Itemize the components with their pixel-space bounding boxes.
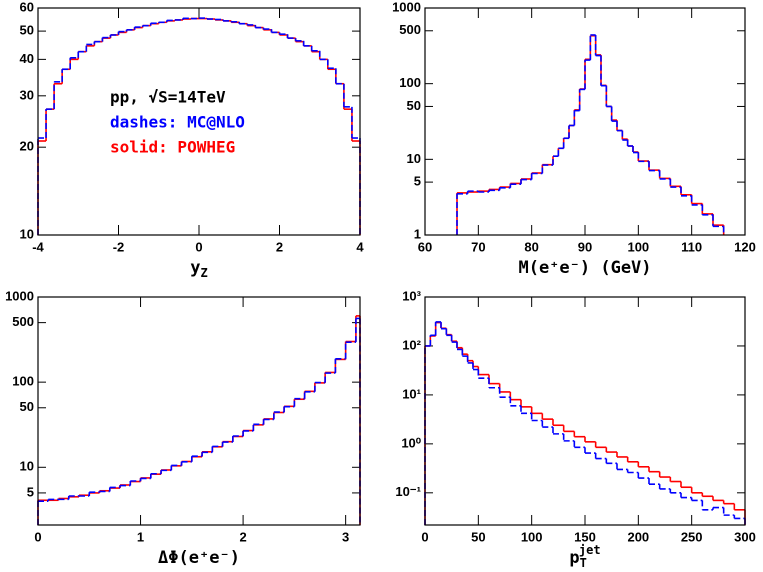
x-tick-label: 2 xyxy=(239,529,246,544)
annotation: pp, √S=14TeV xyxy=(110,88,226,107)
y-tick-label: 500 xyxy=(12,314,34,329)
plot-frame xyxy=(424,7,746,236)
y-tick-label: 10¹ xyxy=(402,386,421,401)
y-tick-label: 60 xyxy=(20,0,34,14)
x-tick-label: 1 xyxy=(137,529,144,544)
x-tick-label: 0 xyxy=(34,529,41,544)
plot-frame xyxy=(37,296,361,526)
plot-frame xyxy=(37,7,361,236)
y-tick-label: 10⁻¹ xyxy=(395,484,421,499)
x-tick-label: 100 xyxy=(521,529,543,544)
x-tick-label: 200 xyxy=(627,529,649,544)
x-axis-label-base: p xyxy=(569,548,579,568)
x-tick-label: 120 xyxy=(734,239,756,254)
x-tick-label: 100 xyxy=(627,239,649,254)
y-tick-label: 30 xyxy=(20,87,34,102)
y-tick-label: 50 xyxy=(20,399,34,414)
panel: 1 5 10 50 100 500 1000 60 70 80 90 100 110 120 M(e⁺e⁻)… xyxy=(392,0,756,278)
x-axis-label: ΔΦ(e⁺e⁻) xyxy=(158,548,240,568)
x-tick-label: 70 xyxy=(471,239,485,254)
y-tick-label: 10⁰ xyxy=(401,435,421,450)
y-tick-label: 1000 xyxy=(5,288,34,303)
y-tick-label: 50 xyxy=(407,98,421,113)
y-tick-label: 5 xyxy=(27,484,34,499)
x-tick-label: 80 xyxy=(524,239,538,254)
panel: 10⁻¹ 10⁰ 10¹ 10² 10³ 0 50 100 150 200 250 300 pTjet xyxy=(395,288,756,569)
x-axis-label: M(e⁺e⁻) (GeV) xyxy=(518,258,651,278)
y-tick-label: 20 xyxy=(20,139,34,154)
annotation: solid: POWHEG xyxy=(110,138,235,157)
y-tick-label: 5 xyxy=(414,174,421,189)
y-tick-label: 10² xyxy=(402,337,421,352)
y-tick-label: 1 xyxy=(414,226,421,241)
y-tick-label: 10 xyxy=(20,459,34,474)
y-tick-label: 40 xyxy=(20,51,34,66)
x-tick-label: -4 xyxy=(32,239,44,254)
x-axis-label-sub: Z xyxy=(201,266,208,280)
x-tick-label: 90 xyxy=(578,239,592,254)
y-tick-label: 1000 xyxy=(392,0,421,14)
y-tick-label: 10³ xyxy=(402,288,421,303)
x-axis-label-sup: jet xyxy=(579,543,601,557)
x-tick-label: 0 xyxy=(195,239,202,254)
y-tick-label: 10 xyxy=(20,226,34,241)
y-tick-label: 100 xyxy=(12,374,34,389)
x-tick-label: -2 xyxy=(113,239,125,254)
y-tick-label: 10 xyxy=(407,151,421,166)
x-tick-label: 110 xyxy=(681,239,702,254)
y-tick-label: 100 xyxy=(399,75,421,90)
x-tick-label: 3 xyxy=(342,529,349,544)
y-tick-label: 500 xyxy=(399,22,421,37)
x-tick-label: 300 xyxy=(734,529,756,544)
y-tick-label: 50 xyxy=(20,23,34,38)
x-axis-label-base: ΔΦ(e⁺e⁻) xyxy=(158,548,240,568)
x-tick-label: 60 xyxy=(418,239,432,254)
x-axis-label-base: M(e⁺e⁻) (GeV) xyxy=(518,258,651,278)
x-axis-label: pTjet xyxy=(569,543,600,570)
panel: 5 10 50 100 500 1000 0 1 2 3 ΔΦ(e⁺e⁻) xyxy=(5,288,361,568)
x-tick-label: 250 xyxy=(681,529,703,544)
x-axis-label: yZ xyxy=(190,258,207,280)
x-tick-label: 4 xyxy=(356,239,364,254)
x-tick-label: 150 xyxy=(574,529,596,544)
x-axis-label-sub: T xyxy=(580,556,587,570)
x-axis-label-base: y xyxy=(190,258,200,278)
annotation: dashes: MC@NLO xyxy=(110,113,245,132)
plot-frame xyxy=(424,296,746,526)
x-tick-label: 2 xyxy=(276,239,283,254)
x-tick-label: 50 xyxy=(471,529,485,544)
x-tick-label: 0 xyxy=(421,529,428,544)
